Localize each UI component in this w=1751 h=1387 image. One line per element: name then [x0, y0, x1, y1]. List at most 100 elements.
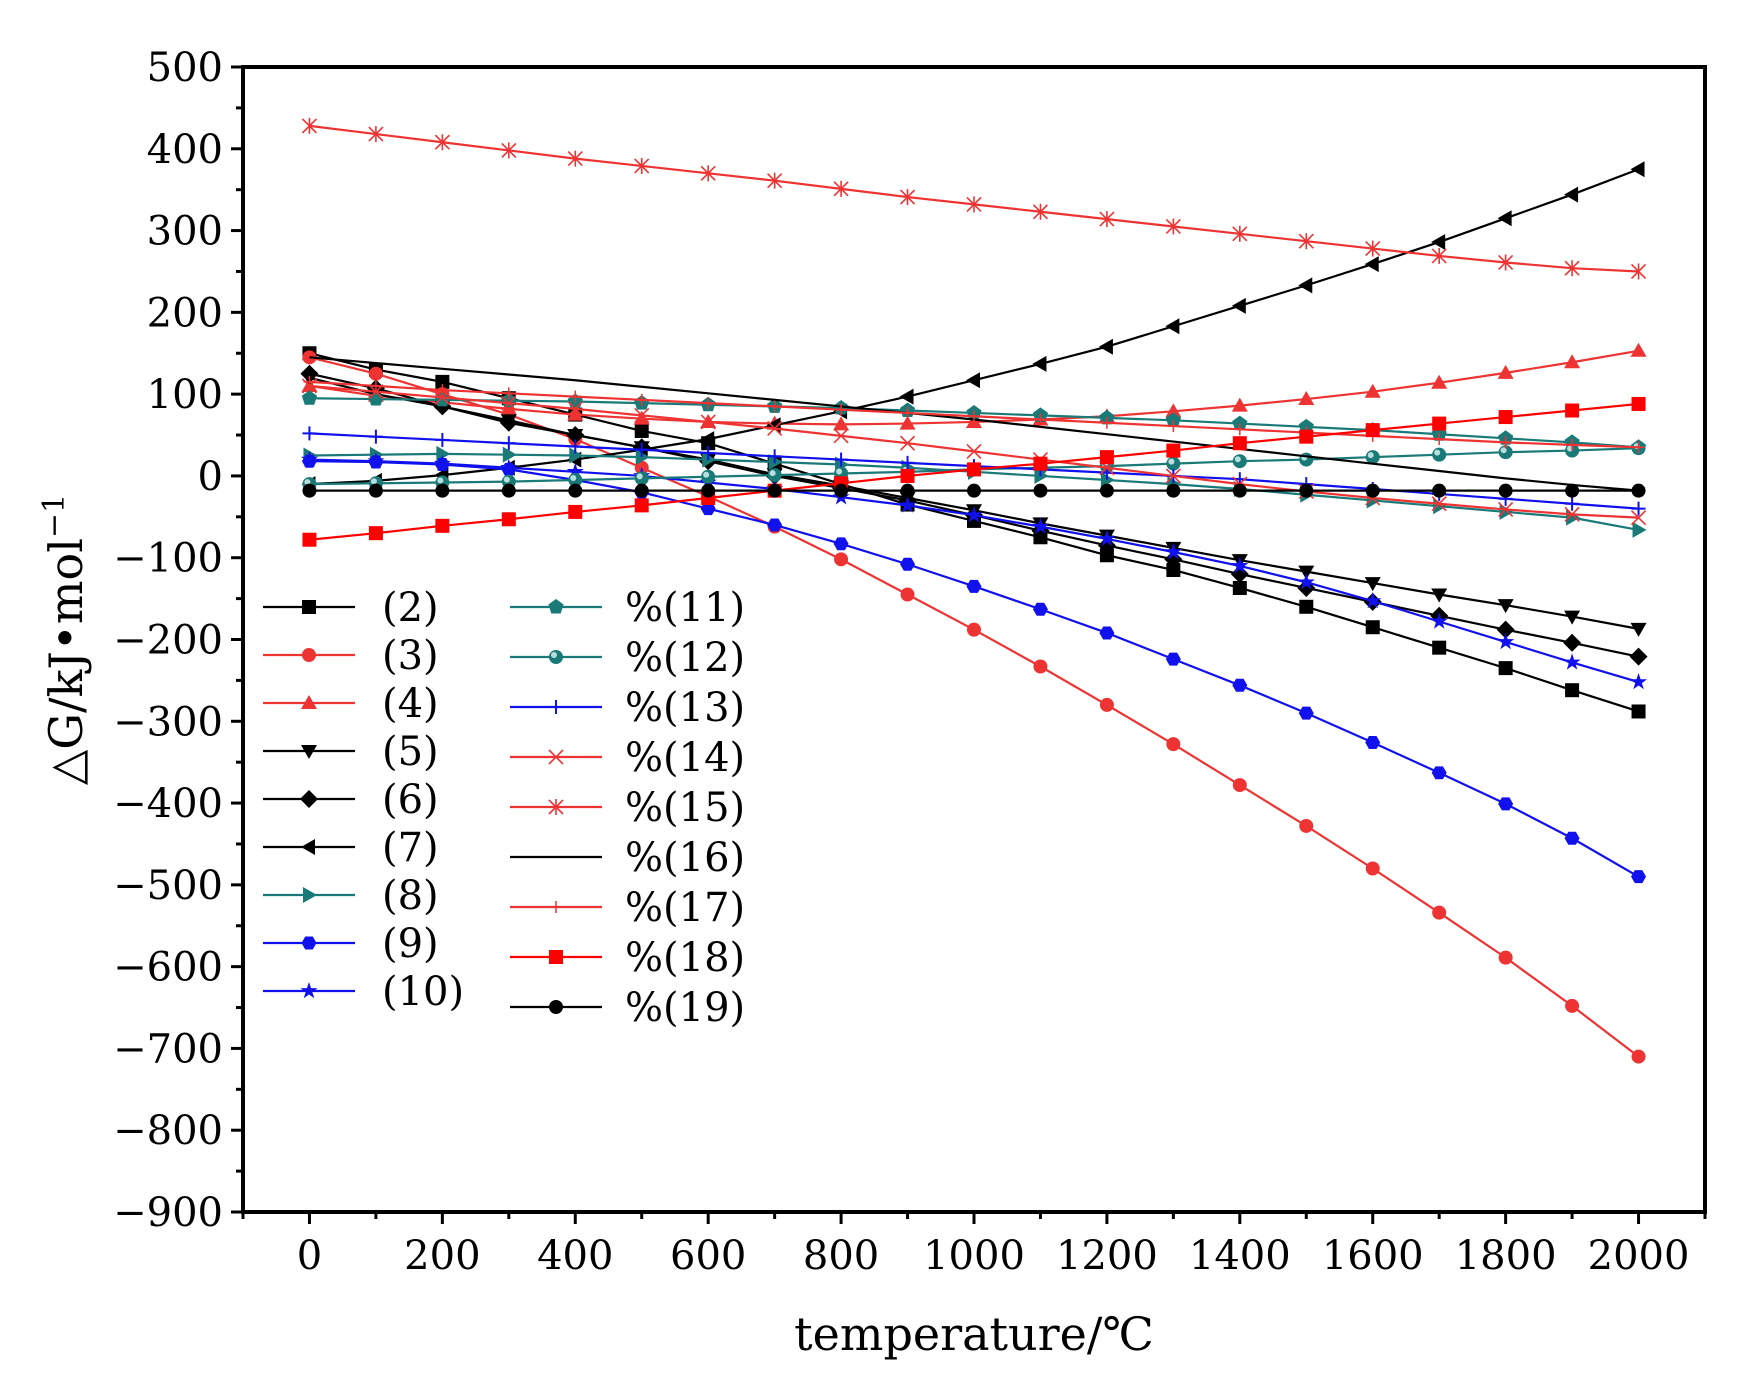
data-point — [898, 496, 917, 513]
data-point — [435, 518, 450, 533]
data-point — [1099, 626, 1115, 640]
legend-item-10: (10) — [263, 969, 464, 1015]
data-point — [302, 426, 317, 441]
data-point — [1033, 483, 1048, 498]
data-point — [1630, 161, 1645, 178]
data-point — [368, 429, 383, 444]
data-point — [965, 506, 983, 523]
data-point — [966, 443, 982, 459]
data-point — [568, 504, 583, 519]
data-point — [1232, 778, 1247, 793]
data-point — [1497, 364, 1514, 379]
data-point — [300, 450, 319, 467]
data-point — [1299, 429, 1314, 444]
data-point — [899, 388, 914, 405]
data-point — [834, 552, 849, 567]
data-point — [1164, 550, 1183, 569]
data-point — [1432, 640, 1447, 655]
legend-label: (7) — [382, 825, 439, 871]
data-point — [500, 400, 517, 415]
data-point — [1630, 510, 1647, 526]
legend-swatch-marker — [549, 700, 563, 714]
data-point — [1563, 633, 1582, 652]
data-point — [434, 391, 450, 407]
legend-item-11: %(11) — [510, 585, 745, 631]
data-point — [433, 454, 451, 471]
data-point — [1232, 580, 1247, 595]
data-point — [899, 189, 916, 206]
legend-label: %(12) — [625, 635, 745, 681]
data-point — [1632, 521, 1647, 538]
data-point — [767, 518, 783, 532]
data-point — [499, 413, 518, 432]
data-point — [1365, 423, 1380, 438]
data-point — [1364, 577, 1381, 592]
data-point — [1431, 588, 1448, 603]
data-point — [1231, 397, 1248, 412]
y-tick-label: −700 — [113, 1026, 223, 1072]
legend-label: %(11) — [625, 585, 745, 631]
data-point — [435, 374, 450, 389]
data-point — [1433, 433, 1446, 446]
data-point — [1498, 797, 1514, 811]
legend-label: %(14) — [625, 735, 745, 781]
y-tick-label: 200 — [147, 290, 223, 336]
data-point — [833, 180, 849, 197]
data-point — [767, 420, 783, 437]
data-point — [1098, 338, 1113, 355]
data-point — [1631, 1049, 1646, 1064]
data-point — [967, 462, 981, 477]
data-point — [302, 483, 317, 498]
data-point — [1564, 354, 1581, 369]
legend-swatch-marker — [548, 749, 564, 765]
x-tick-label: 0 — [297, 1233, 322, 1279]
legend-swatch-marker — [301, 745, 317, 759]
legend-label: (9) — [382, 921, 439, 967]
data-point — [1432, 416, 1447, 431]
data-point — [899, 435, 916, 451]
data-point — [1166, 456, 1181, 471]
data-point — [701, 446, 716, 461]
legend-item-19: %(19) — [510, 985, 745, 1031]
data-point — [635, 449, 650, 466]
data-point — [1498, 254, 1514, 271]
legend-swatch-marker — [300, 790, 318, 808]
y-tick-label: −300 — [113, 699, 223, 745]
legend-swatch-marker — [548, 599, 564, 614]
legend-swatch-marker — [549, 1000, 563, 1014]
data-point — [1630, 263, 1647, 280]
data-point — [1231, 297, 1246, 314]
data-point — [635, 393, 648, 406]
data-point — [567, 406, 584, 421]
data-point — [1298, 391, 1315, 406]
data-point — [569, 390, 582, 403]
legend-swatch-marker — [302, 648, 316, 662]
data-point — [1231, 556, 1249, 574]
data-point — [501, 142, 517, 159]
data-point — [700, 414, 716, 430]
legend-swatch-marker — [300, 982, 318, 999]
data-point — [1165, 218, 1181, 235]
legend-swatch-marker — [548, 799, 564, 815]
x-tick-label: 200 — [404, 1233, 480, 1279]
data-point — [1230, 565, 1249, 584]
data-point — [1165, 318, 1180, 335]
data-point — [700, 502, 716, 516]
data-point — [1565, 998, 1580, 1013]
data-point — [1564, 186, 1579, 203]
data-point — [900, 557, 916, 571]
legend-label: %(15) — [625, 785, 745, 831]
data-point — [369, 379, 382, 392]
x-tick-label: 1200 — [1056, 1233, 1158, 1279]
data-point — [1166, 562, 1181, 577]
legend-item-17: %(17) — [510, 885, 745, 931]
data-point — [833, 537, 849, 551]
data-point — [501, 512, 516, 527]
data-point — [835, 403, 848, 416]
data-point — [1365, 483, 1380, 498]
legend-item-18: %(18) — [510, 935, 745, 981]
data-point — [1100, 416, 1113, 429]
data-point — [1364, 592, 1382, 609]
data-point — [1630, 342, 1647, 357]
